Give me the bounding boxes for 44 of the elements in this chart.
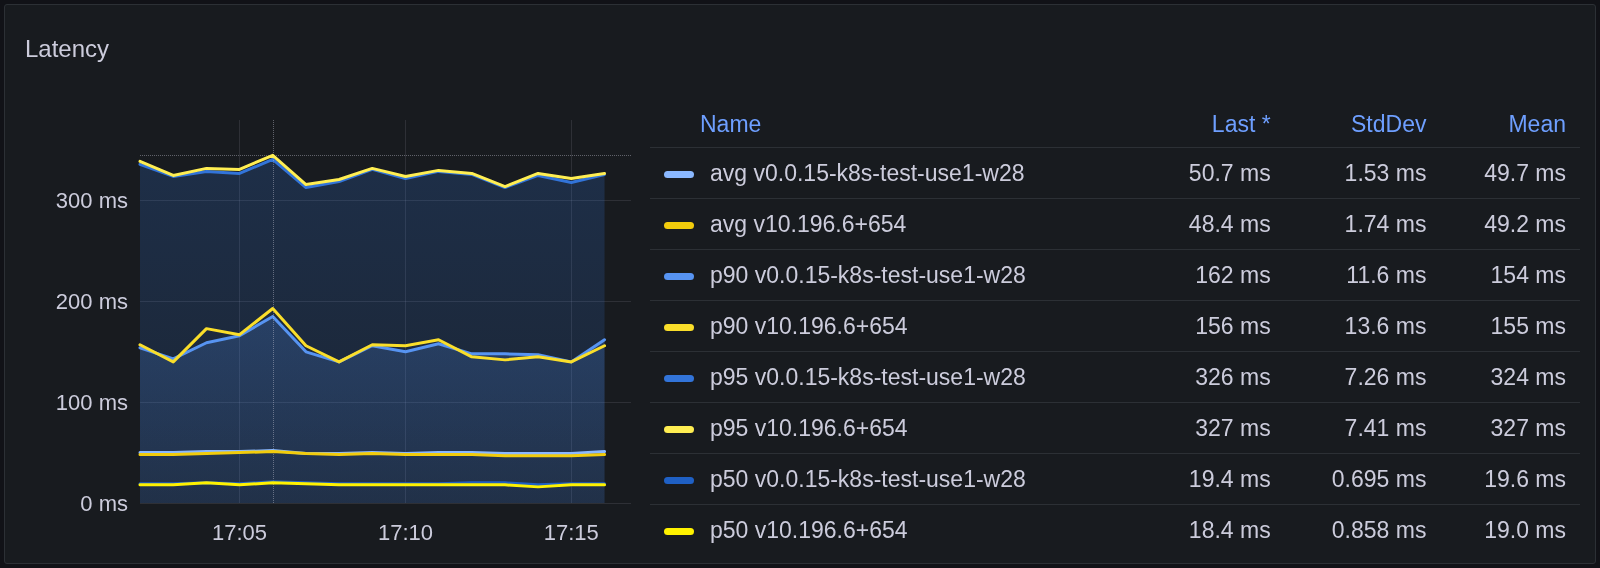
legend-label: p95 v0.0.15-k8s-test-use1-w28 <box>650 351 1146 403</box>
text: StdDev <box>1350 109 1428 139</box>
legend-label: p90 v10.196.6+654 <box>650 300 1146 352</box>
chart-title: Latency <box>25 35 110 63</box>
legend-label: p95 v10.196.6+654 <box>650 402 1146 454</box>
legend-label: p50 v10.196.6+654 <box>650 504 1146 555</box>
legend-label: avg v10.196.6+654 <box>650 198 1146 250</box>
x-tick-label: 17:15 <box>543 519 599 545</box>
text: 7.41 ms <box>1284 402 1441 454</box>
y-tick-label: 200 ms <box>55 288 128 314</box>
text: 48.4 ms <box>1145 198 1285 250</box>
text: 154 ms <box>1440 249 1580 301</box>
text: 18.4 ms <box>1145 504 1285 555</box>
text: Mean <box>1507 109 1567 139</box>
text: 19.0 ms <box>1440 504 1580 555</box>
text: 19.4 ms <box>1145 453 1285 505</box>
y-tick-label: 100 ms <box>55 389 128 415</box>
text: 324 ms <box>1440 351 1580 403</box>
text: 13.6 ms <box>1284 300 1441 352</box>
text: 0.858 ms <box>1284 504 1441 555</box>
x-tick-label: 17:05 <box>211 519 268 545</box>
text: 7.26 ms <box>1284 351 1441 403</box>
text: 155 ms <box>1440 300 1580 352</box>
text: 162 ms <box>1145 249 1285 301</box>
text: Last * <box>1210 109 1272 139</box>
text: 156 ms <box>1145 300 1285 352</box>
text: 49.7 ms <box>1440 147 1580 199</box>
text: 327 ms <box>1440 402 1580 454</box>
text: 49.2 ms <box>1440 198 1580 250</box>
text: 50.7 ms <box>1145 147 1285 199</box>
legend-label: p90 v0.0.15-k8s-test-use1-w28 <box>650 249 1146 301</box>
x-tick-label: 17:10 <box>377 519 434 545</box>
text: 11.6 ms <box>1284 249 1441 301</box>
y-tick-label: 300 ms <box>55 188 128 214</box>
text: 19.6 ms <box>1440 453 1580 505</box>
y-tick-label: 0 ms <box>80 490 128 516</box>
text: Name <box>699 109 763 139</box>
text: 1.53 ms <box>1284 147 1441 199</box>
text: 327 ms <box>1145 402 1285 454</box>
text: 1.74 ms <box>1284 198 1441 250</box>
text: 326 ms <box>1145 351 1285 403</box>
legend-label: p50 v0.0.15-k8s-test-use1-w28 <box>650 453 1146 505</box>
text: 0.695 ms <box>1284 453 1441 505</box>
legend-label: avg v0.0.15-k8s-test-use1-w28 <box>650 147 1146 199</box>
